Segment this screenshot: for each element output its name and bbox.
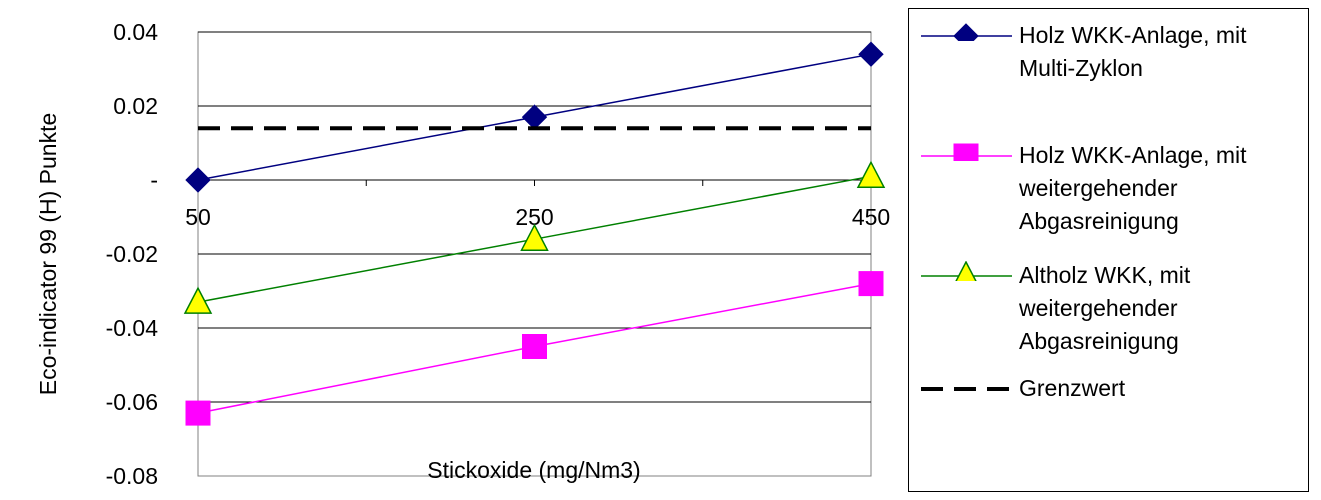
y-tick-label: -0.04 (106, 315, 159, 341)
series-1 (185, 271, 884, 426)
data-point (183, 286, 213, 314)
legend-marker (953, 23, 979, 41)
legend-symbol (921, 23, 1012, 41)
legend-label-line: Multi-Zyklon (1019, 55, 1143, 81)
data-point (522, 334, 547, 359)
legend-label: Altholz WKK, mit weitergehender Abgasreini… (1019, 259, 1190, 358)
y-tick-label: 0.04 (113, 19, 158, 45)
data-point (185, 400, 211, 426)
legend-label-line: Abgasreinigung (1019, 208, 1179, 234)
x-axis-label: Stickoxide (mg/Nm3) (427, 457, 640, 483)
y-axis-label: Eco-indicator 99 (H) Punkte (35, 113, 61, 396)
data-point (858, 271, 884, 297)
legend-label: Holz WKK-Anlage, mit weitergehender Abgasr… (1019, 139, 1247, 238)
series-2 (183, 160, 886, 314)
x-tick-label: 450 (852, 204, 890, 230)
x-axis (197, 179, 872, 186)
y-tick-label: - (150, 167, 158, 193)
y-tick-labels: 0.04 0.02 - -0.02 -0.04 -0.06 -0.08 (106, 19, 159, 489)
data-point (185, 167, 211, 193)
series-group (183, 41, 886, 426)
data-point (520, 223, 549, 251)
legend: Holz WKK-Anlage, mit Multi-Zyklon Holz WKK… (908, 8, 1309, 492)
x-tick-label: 50 (185, 204, 211, 230)
y-tick-label: -0.06 (106, 389, 158, 415)
legend-label-line: Holz WKK-Anlage, mit (1019, 142, 1247, 168)
data-point (858, 41, 884, 67)
legend-label-line: weitergehender (1019, 295, 1178, 321)
legend-label-line: Abgasreinigung (1019, 328, 1179, 354)
series-0 (185, 41, 884, 193)
legend-label-line: Grenzwert (1019, 375, 1126, 401)
legend-label: Grenzwert (1019, 372, 1125, 405)
data-point (856, 160, 886, 189)
y-tick-label: -0.08 (106, 463, 158, 489)
legend-symbol (921, 261, 1012, 281)
y-tick-label: 0.02 (113, 93, 158, 119)
legend-label: Holz WKK-Anlage, mit Multi-Zyklon (1019, 19, 1247, 85)
legend-label-line: weitergehender (1019, 175, 1178, 201)
y-tick-label: -0.02 (106, 241, 158, 267)
legend-marker (955, 261, 977, 281)
legend-symbol (921, 387, 1012, 391)
legend-label-line: Holz WKK-Anlage, mit (1019, 22, 1247, 48)
legend-symbol (921, 143, 1012, 161)
legend-label-line: Altholz WKK, mit (1019, 262, 1191, 288)
legend-marker (953, 143, 979, 161)
